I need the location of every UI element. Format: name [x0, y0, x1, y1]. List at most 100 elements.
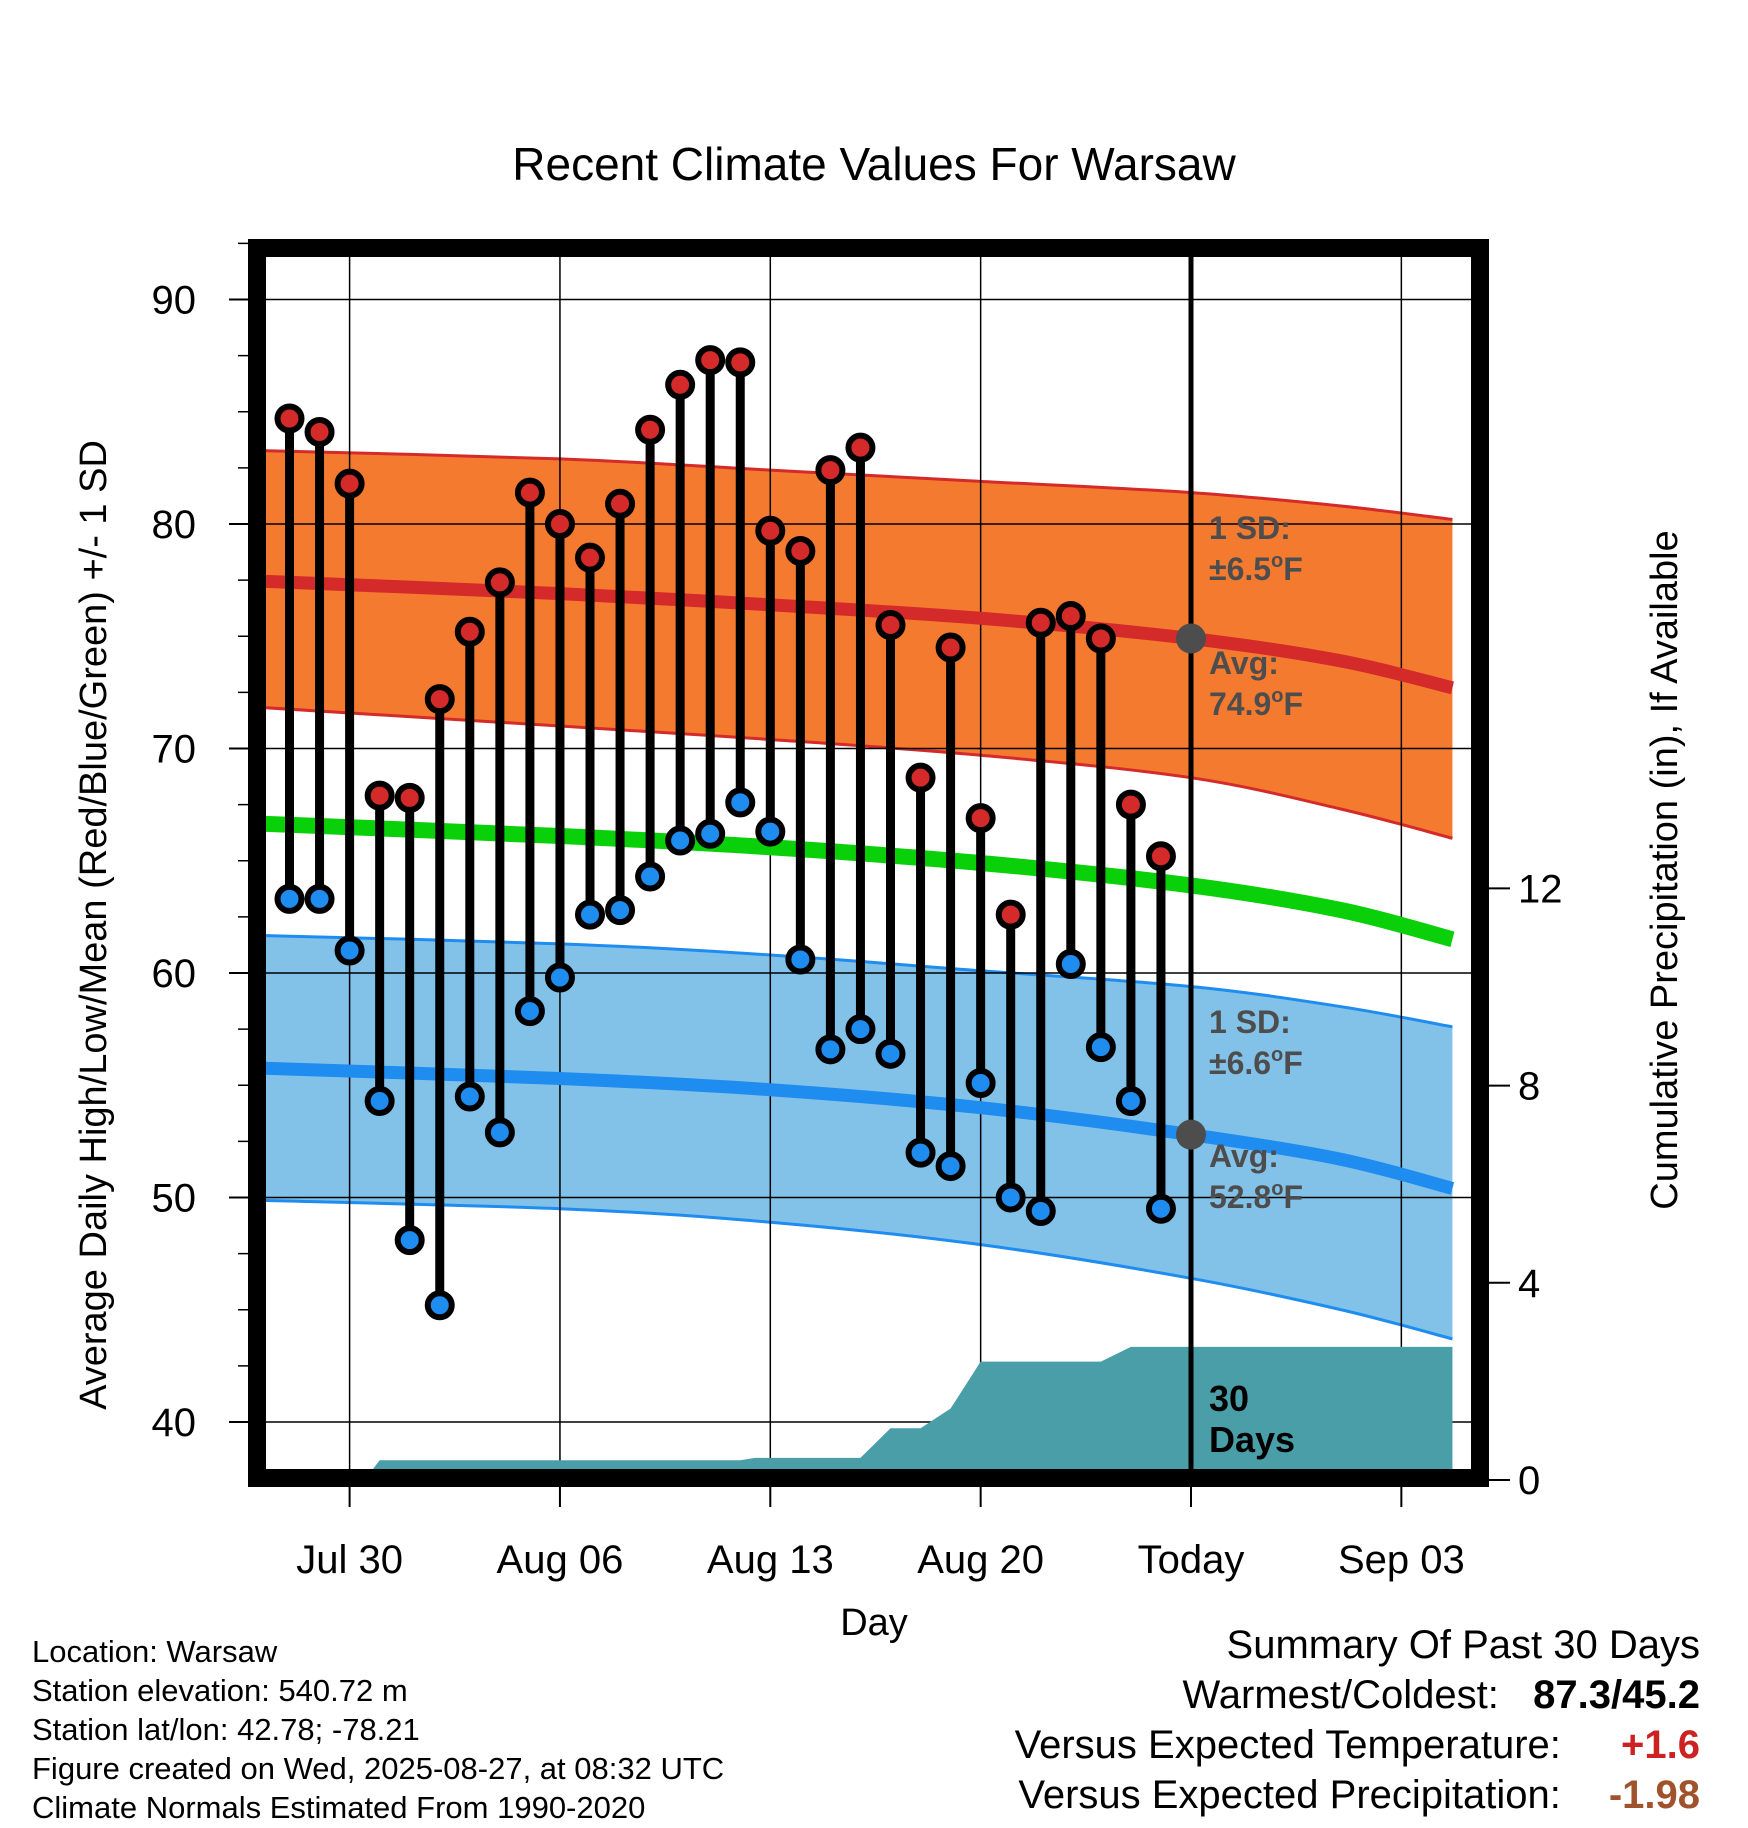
chart-title: Recent Climate Values For Warsaw — [512, 138, 1236, 190]
normals-text: Climate Normals Estimated From 1990-2020 — [32, 1790, 646, 1825]
low-point-10 — [575, 899, 605, 930]
low-point-0 — [274, 883, 305, 914]
precip-anomaly-value: -1.98 — [1608, 1773, 1700, 1817]
annotations: 1 SD: ±6.5oF Avg: 74.9oF 1 SD: ±6.6oF Avg: 52.8… — [1209, 510, 1303, 1460]
low-avg-label: Avg: — [1209, 1138, 1279, 1174]
daily-observations — [274, 345, 1206, 1321]
low-point-5 — [424, 1290, 455, 1321]
low-avg-value: 52.8oF — [1209, 1178, 1303, 1215]
low-point-21 — [905, 1137, 936, 1168]
high-point-28 — [1115, 789, 1146, 820]
high-point-29 — [1145, 841, 1176, 872]
high-point-21 — [905, 762, 936, 793]
high-point-0 — [274, 403, 305, 434]
high-point-10 — [575, 542, 605, 573]
x-tick-label-0: Jul 30 — [296, 1538, 403, 1582]
low-point-29 — [1145, 1193, 1176, 1224]
x-tick-label-3: Aug 20 — [917, 1538, 1044, 1582]
location-text: Location: Warsaw — [32, 1634, 278, 1669]
low-point-18 — [815, 1034, 846, 1065]
high-point-26 — [1055, 601, 1086, 632]
temp-anomaly-value: +1.6 — [1621, 1723, 1700, 1767]
y2-tick-label-4: 4 — [1518, 1262, 1540, 1306]
high-point-25 — [1025, 607, 1056, 638]
high-point-17 — [785, 535, 816, 566]
high-point-14 — [695, 345, 726, 376]
low-point-23 — [965, 1068, 996, 1099]
y-tick-label-50: 50 — [152, 1177, 197, 1221]
low-point-6 — [454, 1081, 485, 1112]
high-sd-label: 1 SD: — [1209, 510, 1291, 546]
low-sd-label: 1 SD: — [1209, 1004, 1291, 1040]
plot-border — [248, 239, 1489, 1487]
low-band — [257, 935, 1453, 1339]
low-point-9 — [544, 962, 575, 993]
elevation-text: Station elevation: 540.72 m — [32, 1673, 408, 1708]
y-tick-label-70: 70 — [152, 728, 197, 772]
low-point-11 — [605, 895, 636, 926]
low-point-1 — [304, 883, 335, 914]
low-point-8 — [514, 996, 545, 1027]
today-high-marker — [1176, 623, 1206, 654]
low-point-20 — [875, 1038, 906, 1069]
low-point-26 — [1055, 949, 1086, 980]
high-point-5 — [424, 684, 455, 715]
high-point-20 — [875, 610, 906, 641]
high-point-23 — [965, 803, 996, 834]
high-avg-value: 74.9oF — [1209, 685, 1303, 722]
low-point-15 — [725, 787, 756, 818]
high-sd-value: ±6.5oF — [1209, 550, 1303, 587]
low-point-4 — [394, 1225, 425, 1256]
low-point-2 — [334, 935, 365, 966]
high-point-16 — [755, 515, 786, 546]
low-point-3 — [364, 1085, 395, 1116]
low-point-13 — [665, 825, 696, 856]
high-point-22 — [935, 632, 966, 663]
high-point-4 — [394, 782, 425, 813]
high-point-18 — [815, 455, 846, 486]
low-point-28 — [1115, 1085, 1146, 1116]
warmest-coldest-label: Warmest/Coldest: — [1182, 1673, 1499, 1717]
low-point-7 — [484, 1117, 515, 1148]
high-avg-label: Avg: — [1209, 645, 1279, 681]
y-tick-label-40: 40 — [152, 1401, 197, 1445]
summary-precip: Versus Expected Precipitation: -1.98 — [1015, 1770, 1700, 1820]
summary-warmest-coldest: Warmest/Coldest: 87.3/45.2 — [1015, 1670, 1701, 1720]
y2-tick-label-8: 8 — [1518, 1065, 1540, 1109]
low-point-24 — [995, 1182, 1026, 1213]
high-point-2 — [334, 468, 365, 499]
high-point-13 — [665, 369, 696, 400]
today-low-marker — [1176, 1119, 1206, 1150]
high-point-1 — [304, 416, 335, 447]
high-point-7 — [484, 567, 515, 598]
low-point-22 — [935, 1151, 966, 1182]
precip-area — [364, 1346, 1453, 1478]
high-point-11 — [605, 488, 636, 519]
high-band-upper-edge — [257, 448, 1453, 521]
high-point-9 — [544, 509, 575, 539]
low-band-lower-edge — [257, 1198, 1453, 1341]
summary-panel: Summary Of Past 30 Days Warmest/Coldest:… — [1015, 1620, 1700, 1820]
high-point-12 — [635, 414, 666, 445]
latlon-text: Station lat/lon: 42.78; -78.21 — [32, 1712, 420, 1747]
summary-heading: Summary Of Past 30 Days — [1226, 1623, 1700, 1667]
y2-tick-label-12: 12 — [1518, 867, 1563, 911]
high-band-lower-edge — [257, 705, 1453, 840]
high-point-15 — [725, 347, 756, 378]
precip-days-number: 30 — [1209, 1378, 1249, 1419]
y-tick-label-80: 80 — [152, 503, 197, 547]
y2-axis-title: Cumulative Precipitation (in), If Availa… — [1644, 530, 1686, 1209]
y2-tick-label-0: 0 — [1518, 1459, 1540, 1503]
high-point-27 — [1085, 623, 1116, 654]
warmest-coldest-value: 87.3/45.2 — [1533, 1673, 1700, 1717]
temp-anomaly-label: Versus Expected Temperature: — [1014, 1723, 1561, 1767]
x-axis-title: Day — [840, 1602, 908, 1644]
x-tick-label-2: Aug 13 — [707, 1538, 834, 1582]
high-point-6 — [454, 616, 485, 647]
high-point-19 — [845, 432, 876, 463]
precipitation-area — [364, 248, 1453, 1478]
low-point-25 — [1025, 1195, 1056, 1226]
low-point-12 — [635, 861, 666, 892]
x-tick-label-5: Sep 03 — [1338, 1538, 1465, 1582]
